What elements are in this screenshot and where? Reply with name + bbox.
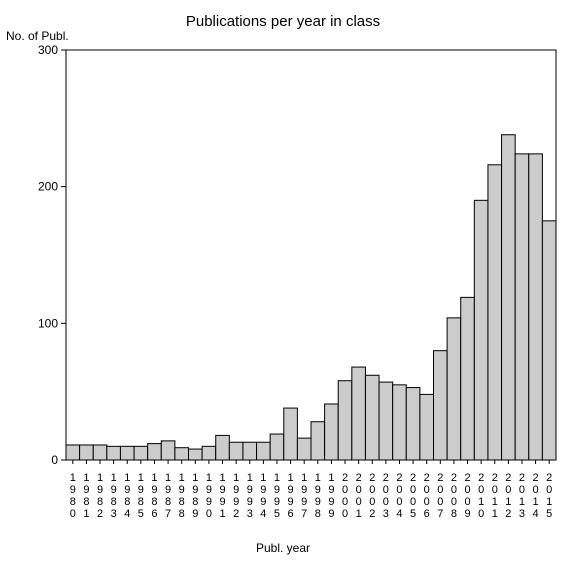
bar-chart: 0 100 200 300 1980 1981 1982 1983 1984 1985 1986 19… <box>0 0 567 567</box>
bar <box>93 445 107 460</box>
x-category-label: 1985 <box>138 472 144 520</box>
y-tick-label: 300 <box>38 43 58 57</box>
bar <box>515 154 529 460</box>
x-category-label: 1980 <box>70 472 76 520</box>
bar <box>379 382 393 460</box>
chart-title: Publications per year in class <box>186 13 380 30</box>
bar <box>325 404 339 460</box>
bar <box>338 381 352 460</box>
bar <box>542 221 556 460</box>
x-category-label: 2005 <box>410 472 416 520</box>
bar <box>175 448 189 460</box>
bar <box>284 408 298 460</box>
bar <box>120 446 134 460</box>
x-category-label: 2013 <box>519 472 525 520</box>
x-category-label: 2010 <box>478 472 484 520</box>
bar <box>66 445 80 460</box>
bar <box>406 388 420 460</box>
x-axis-label: Publ. year <box>256 541 310 555</box>
x-category-label: 1999 <box>328 472 334 520</box>
bar <box>365 375 379 460</box>
x-category-label: 1993 <box>247 472 253 520</box>
x-category-label: 1997 <box>301 472 307 520</box>
x-category-label: 2006 <box>424 472 430 520</box>
x-category-label: 2003 <box>383 472 389 520</box>
x-category-label: 1982 <box>97 472 103 520</box>
bar <box>461 297 475 460</box>
x-category-label: 1992 <box>233 472 239 520</box>
x-category-label: 1987 <box>165 472 171 520</box>
x-category-label: 2002 <box>369 472 375 520</box>
x-category-label: 2000 <box>342 472 348 520</box>
x-category-label: 2015 <box>546 472 552 520</box>
bar <box>270 434 284 460</box>
bar <box>447 318 461 460</box>
y-axis-label: No. of Publ. <box>6 29 69 43</box>
bar <box>434 351 448 460</box>
bar <box>488 165 502 460</box>
x-category-label: 2009 <box>464 472 470 520</box>
x-category-label: 1988 <box>179 472 185 520</box>
x-category-label: 1989 <box>192 472 198 520</box>
bar <box>80 445 94 460</box>
bar <box>257 442 271 460</box>
bar <box>216 435 230 460</box>
bar <box>502 135 516 460</box>
x-category-label: 1994 <box>260 472 266 520</box>
x-category-label: 2011 <box>492 472 498 520</box>
bar <box>420 394 434 460</box>
x-category-label: 1981 <box>83 472 89 520</box>
y-tick-label: 100 <box>38 316 58 330</box>
bar <box>189 449 203 460</box>
bar <box>161 441 175 460</box>
x-category-label: 1996 <box>288 472 294 520</box>
bar <box>134 446 148 460</box>
bar <box>148 444 162 460</box>
bar <box>202 446 216 460</box>
x-category-label: 1990 <box>206 472 212 520</box>
bar <box>474 200 488 460</box>
x-category-label: 2007 <box>437 472 443 520</box>
x-category-label: 2004 <box>396 472 402 520</box>
y-tick-label: 0 <box>51 453 58 467</box>
bar <box>243 442 257 460</box>
bar <box>393 385 407 460</box>
x-category-label: 2001 <box>356 472 362 520</box>
x-category-label: 1983 <box>111 472 117 520</box>
x-category-label: 1991 <box>219 472 225 520</box>
x-category-label: 1986 <box>151 472 157 520</box>
bar <box>107 446 121 460</box>
x-category-label: 2008 <box>451 472 457 520</box>
x-category-label: 2014 <box>533 472 539 520</box>
bar <box>297 438 311 460</box>
x-category-label: 1998 <box>315 472 321 520</box>
bar <box>229 442 243 460</box>
x-category-label: 1984 <box>124 472 130 520</box>
bar <box>529 154 543 460</box>
x-category-label: 1995 <box>274 472 280 520</box>
bar <box>352 367 366 460</box>
bar <box>311 422 325 460</box>
x-category-label: 2012 <box>505 472 511 520</box>
chart-container: 0 100 200 300 1980 1981 1982 1983 1984 1985 1986 19… <box>0 0 567 567</box>
y-tick-label: 200 <box>38 180 58 194</box>
